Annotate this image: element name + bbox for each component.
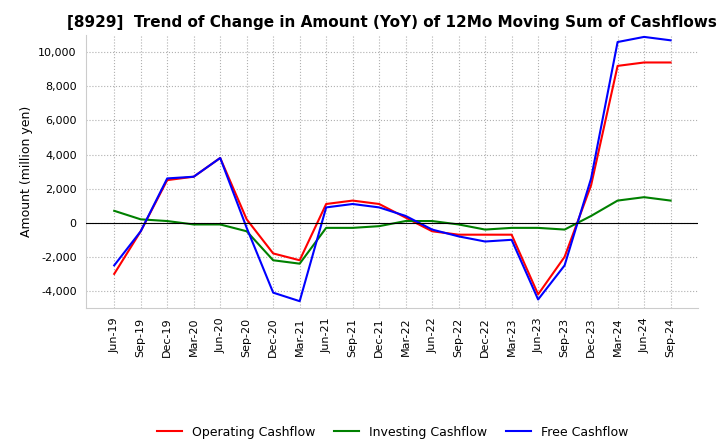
Investing Cashflow bbox=[295, 261, 304, 266]
Free Cashflow bbox=[666, 38, 675, 43]
Operating Cashflow bbox=[613, 63, 622, 69]
Free Cashflow bbox=[163, 176, 171, 181]
Free Cashflow bbox=[587, 176, 595, 181]
Legend: Operating Cashflow, Investing Cashflow, Free Cashflow: Operating Cashflow, Investing Cashflow, … bbox=[152, 421, 633, 440]
Investing Cashflow bbox=[163, 218, 171, 224]
Investing Cashflow bbox=[322, 225, 330, 231]
Title: [8929]  Trend of Change in Amount (YoY) of 12Mo Moving Sum of Cashflows: [8929] Trend of Change in Amount (YoY) o… bbox=[68, 15, 717, 30]
Operating Cashflow bbox=[163, 177, 171, 183]
Operating Cashflow bbox=[189, 174, 198, 180]
Operating Cashflow bbox=[110, 271, 119, 276]
Line: Operating Cashflow: Operating Cashflow bbox=[114, 62, 670, 294]
Investing Cashflow bbox=[375, 224, 384, 229]
Operating Cashflow bbox=[640, 60, 649, 65]
Investing Cashflow bbox=[216, 222, 225, 227]
Operating Cashflow bbox=[243, 216, 251, 222]
Free Cashflow bbox=[295, 299, 304, 304]
Operating Cashflow bbox=[295, 258, 304, 263]
Free Cashflow bbox=[348, 202, 357, 207]
Free Cashflow bbox=[454, 234, 463, 239]
Free Cashflow bbox=[534, 297, 542, 302]
Operating Cashflow bbox=[269, 251, 277, 256]
Investing Cashflow bbox=[189, 222, 198, 227]
Operating Cashflow bbox=[534, 292, 542, 297]
Operating Cashflow bbox=[481, 232, 490, 237]
Investing Cashflow bbox=[666, 198, 675, 203]
Free Cashflow bbox=[189, 174, 198, 180]
Operating Cashflow bbox=[428, 229, 436, 234]
Investing Cashflow bbox=[640, 194, 649, 200]
Free Cashflow bbox=[375, 205, 384, 210]
Free Cashflow bbox=[322, 205, 330, 210]
Investing Cashflow bbox=[243, 229, 251, 234]
Free Cashflow bbox=[269, 290, 277, 295]
Free Cashflow bbox=[481, 239, 490, 244]
Free Cashflow bbox=[560, 263, 569, 268]
Operating Cashflow bbox=[136, 229, 145, 234]
Line: Free Cashflow: Free Cashflow bbox=[114, 37, 670, 301]
Operating Cashflow bbox=[560, 254, 569, 260]
Free Cashflow bbox=[136, 229, 145, 234]
Investing Cashflow bbox=[454, 222, 463, 227]
Investing Cashflow bbox=[508, 225, 516, 231]
Y-axis label: Amount (million yen): Amount (million yen) bbox=[19, 106, 32, 237]
Investing Cashflow bbox=[613, 198, 622, 203]
Operating Cashflow bbox=[587, 183, 595, 188]
Free Cashflow bbox=[216, 155, 225, 161]
Investing Cashflow bbox=[560, 227, 569, 232]
Operating Cashflow bbox=[454, 232, 463, 237]
Investing Cashflow bbox=[428, 218, 436, 224]
Operating Cashflow bbox=[666, 60, 675, 65]
Free Cashflow bbox=[243, 225, 251, 231]
Operating Cashflow bbox=[216, 155, 225, 161]
Free Cashflow bbox=[401, 213, 410, 219]
Investing Cashflow bbox=[587, 213, 595, 219]
Investing Cashflow bbox=[110, 208, 119, 213]
Free Cashflow bbox=[613, 39, 622, 44]
Investing Cashflow bbox=[348, 225, 357, 231]
Operating Cashflow bbox=[322, 202, 330, 207]
Line: Investing Cashflow: Investing Cashflow bbox=[114, 197, 670, 264]
Investing Cashflow bbox=[401, 218, 410, 224]
Investing Cashflow bbox=[534, 225, 542, 231]
Operating Cashflow bbox=[401, 215, 410, 220]
Investing Cashflow bbox=[136, 216, 145, 222]
Free Cashflow bbox=[508, 237, 516, 242]
Free Cashflow bbox=[428, 227, 436, 232]
Free Cashflow bbox=[640, 34, 649, 40]
Free Cashflow bbox=[110, 263, 119, 268]
Investing Cashflow bbox=[269, 258, 277, 263]
Operating Cashflow bbox=[508, 232, 516, 237]
Operating Cashflow bbox=[375, 202, 384, 207]
Investing Cashflow bbox=[481, 227, 490, 232]
Operating Cashflow bbox=[348, 198, 357, 203]
